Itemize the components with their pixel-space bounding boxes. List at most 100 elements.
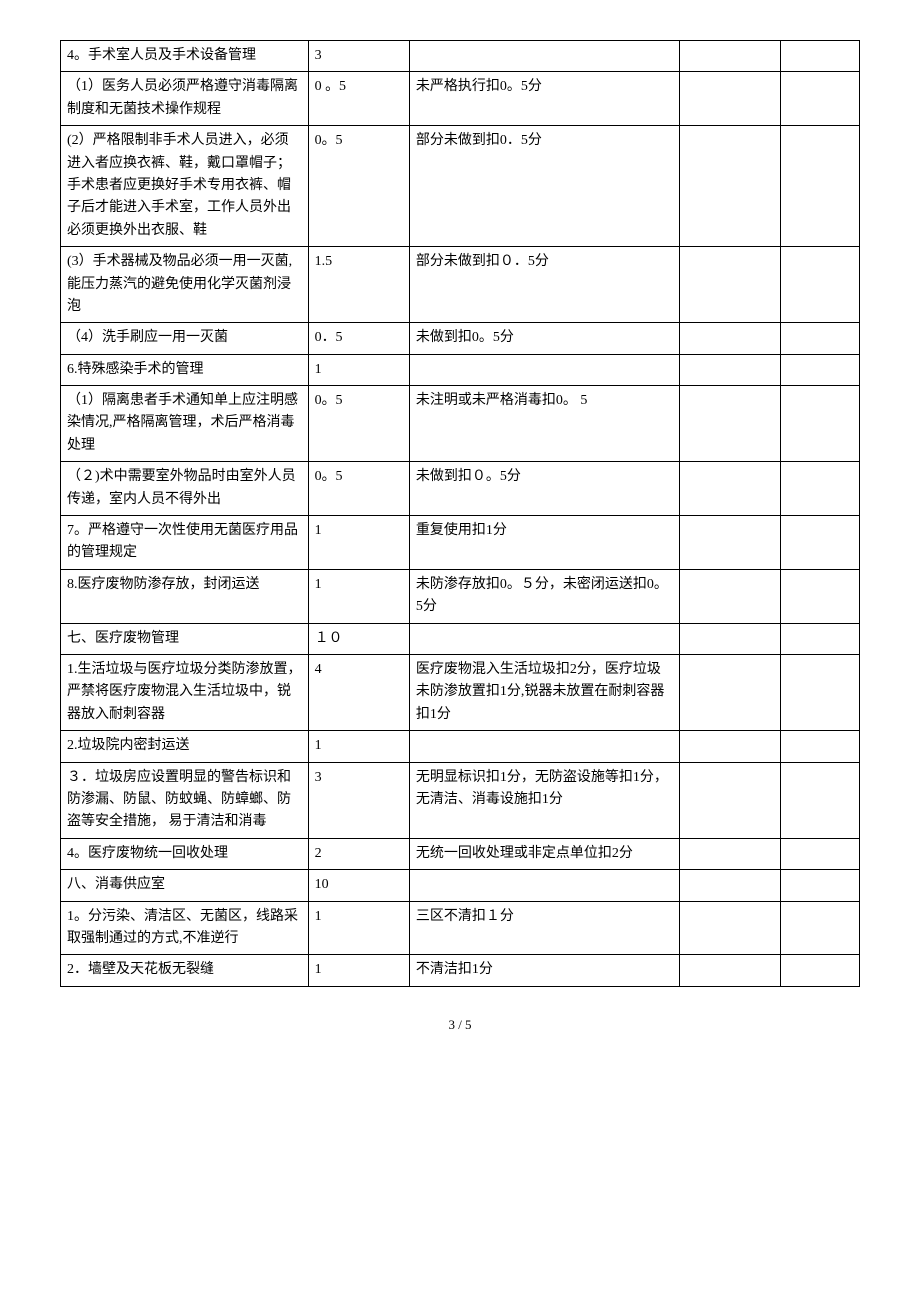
table-cell bbox=[679, 901, 780, 955]
table-cell: 部分未做到扣０．5分 bbox=[409, 247, 679, 323]
table-row: (3）手术器械及物品必须一用一灭菌,能压力蒸汽的避免使用化学灭菌剂浸泡1.5部分… bbox=[61, 247, 860, 323]
table-cell: （２)术中需要室外物品时由室外人员传递，室内人员不得外出 bbox=[61, 462, 309, 516]
table-cell bbox=[781, 247, 860, 323]
table-cell bbox=[679, 354, 780, 385]
table-cell: 2.垃圾院内密封运送 bbox=[61, 731, 309, 762]
table-cell bbox=[781, 955, 860, 986]
table-row: 7。严格遵守一次性使用无菌医疗用品的管理规定1重复使用扣1分 bbox=[61, 516, 860, 570]
table-cell: 不清洁扣1分 bbox=[409, 955, 679, 986]
table-cell bbox=[781, 72, 860, 126]
table-cell bbox=[781, 126, 860, 247]
table-cell: 1.生活垃圾与医疗垃圾分类防渗放置，严禁将医疗废物混入生活垃圾中，锐器放入耐刺容… bbox=[61, 654, 309, 730]
table-cell: 1。分污染、清洁区、无菌区，线路采取强制通过的方式,不准逆行 bbox=[61, 901, 309, 955]
table-cell: 2．墙壁及天花板无裂缝 bbox=[61, 955, 309, 986]
table-cell: （1）医务人员必须严格遵守消毒隔离制度和无菌技术操作规程 bbox=[61, 72, 309, 126]
table-cell: 10 bbox=[308, 870, 409, 901]
table-cell: 部分未做到扣0．5分 bbox=[409, 126, 679, 247]
table-cell: 医疗废物混入生活垃圾扣2分，医疗垃圾未防渗放置扣1分,锐器未放置在耐刺容器扣1分 bbox=[409, 654, 679, 730]
table-cell: (2）严格限制非手术人员进入，必须进入者应换衣裤、鞋，戴口罩帽子；手术患者应更换… bbox=[61, 126, 309, 247]
table-cell bbox=[679, 654, 780, 730]
table-row: ３．垃圾房应设置明显的警告标识和防渗漏、防鼠、防蚊蝇、防蟑螂、防盗等安全措施， … bbox=[61, 762, 860, 838]
table-cell: 七、医疗废物管理 bbox=[61, 623, 309, 654]
table-row: 2.垃圾院内密封运送1 bbox=[61, 731, 860, 762]
table-row: 4。手术室人员及手术设备管理3 bbox=[61, 41, 860, 72]
table-cell bbox=[679, 462, 780, 516]
table-cell: 未防渗存放扣0。５分，未密闭运送扣0。5分 bbox=[409, 569, 679, 623]
table-row: 1。分污染、清洁区、无菌区，线路采取强制通过的方式,不准逆行1三区不清扣１分 bbox=[61, 901, 860, 955]
table-cell bbox=[781, 838, 860, 869]
table-cell bbox=[781, 654, 860, 730]
table-cell bbox=[409, 870, 679, 901]
table-cell bbox=[781, 870, 860, 901]
table-cell: 八、消毒供应室 bbox=[61, 870, 309, 901]
table-cell: 未严格执行扣0。5分 bbox=[409, 72, 679, 126]
table-cell bbox=[781, 901, 860, 955]
table-cell: 未做到扣0。5分 bbox=[409, 323, 679, 354]
table-cell: (3）手术器械及物品必须一用一灭菌,能压力蒸汽的避免使用化学灭菌剂浸泡 bbox=[61, 247, 309, 323]
table-cell bbox=[679, 955, 780, 986]
table-cell bbox=[781, 323, 860, 354]
table-row: (2）严格限制非手术人员进入，必须进入者应换衣裤、鞋，戴口罩帽子；手术患者应更换… bbox=[61, 126, 860, 247]
table-cell: 1 bbox=[308, 731, 409, 762]
table-row: （4）洗手刷应一用一灭菌0．5未做到扣0。5分 bbox=[61, 323, 860, 354]
table-cell: 未做到扣０。5分 bbox=[409, 462, 679, 516]
table-row: （1）隔离患者手术通知单上应注明感染情况,严格隔离管理，术后严格消毒处理0。5未… bbox=[61, 386, 860, 462]
table-cell: １０ bbox=[308, 623, 409, 654]
table-cell bbox=[679, 323, 780, 354]
table-cell: 三区不清扣１分 bbox=[409, 901, 679, 955]
table-cell bbox=[679, 386, 780, 462]
table-row: 八、消毒供应室10 bbox=[61, 870, 860, 901]
table-cell bbox=[679, 569, 780, 623]
table-row: （２)术中需要室外物品时由室外人员传递，室内人员不得外出0。5未做到扣０。5分 bbox=[61, 462, 860, 516]
table-cell bbox=[679, 516, 780, 570]
table-cell: （4）洗手刷应一用一灭菌 bbox=[61, 323, 309, 354]
table-cell: 重复使用扣1分 bbox=[409, 516, 679, 570]
table-cell bbox=[781, 731, 860, 762]
table-cell: 0。5 bbox=[308, 386, 409, 462]
table-cell bbox=[679, 41, 780, 72]
table-cell: 6.特殊感染手术的管理 bbox=[61, 354, 309, 385]
table-cell: 1.5 bbox=[308, 247, 409, 323]
table-cell: 7。严格遵守一次性使用无菌医疗用品的管理规定 bbox=[61, 516, 309, 570]
table-cell bbox=[679, 126, 780, 247]
table-cell: 1 bbox=[308, 569, 409, 623]
table-cell: 1 bbox=[308, 901, 409, 955]
table-cell: （1）隔离患者手术通知单上应注明感染情况,严格隔离管理，术后严格消毒处理 bbox=[61, 386, 309, 462]
table-cell: 4。手术室人员及手术设备管理 bbox=[61, 41, 309, 72]
table-cell: 4。医疗废物统一回收处理 bbox=[61, 838, 309, 869]
table-row: 七、医疗废物管理１０ bbox=[61, 623, 860, 654]
table-cell bbox=[781, 354, 860, 385]
table-cell: 8.医疗废物防渗存放，封闭运送 bbox=[61, 569, 309, 623]
table-cell bbox=[409, 623, 679, 654]
table-row: 8.医疗废物防渗存放，封闭运送1未防渗存放扣0。５分，未密闭运送扣0。5分 bbox=[61, 569, 860, 623]
table-cell: 1 bbox=[308, 516, 409, 570]
table-cell bbox=[409, 354, 679, 385]
table-cell: 2 bbox=[308, 838, 409, 869]
table-cell bbox=[781, 462, 860, 516]
table-cell bbox=[781, 762, 860, 838]
table-cell: 1 bbox=[308, 354, 409, 385]
table-cell bbox=[409, 41, 679, 72]
table-row: 6.特殊感染手术的管理1 bbox=[61, 354, 860, 385]
table-cell: 0。5 bbox=[308, 126, 409, 247]
table-cell bbox=[679, 731, 780, 762]
table-cell bbox=[409, 731, 679, 762]
table-cell: 0．5 bbox=[308, 323, 409, 354]
table-cell: 4 bbox=[308, 654, 409, 730]
table-cell: 无明显标识扣1分，无防盗设施等扣1分，无清洁、消毒设施扣1分 bbox=[409, 762, 679, 838]
table-cell: 0。5 bbox=[308, 462, 409, 516]
table-cell: 3 bbox=[308, 41, 409, 72]
table-cell: 无统一回收处理或非定点单位扣2分 bbox=[409, 838, 679, 869]
table-cell bbox=[679, 72, 780, 126]
table-cell: 0 。5 bbox=[308, 72, 409, 126]
table-row: 1.生活垃圾与医疗垃圾分类防渗放置，严禁将医疗废物混入生活垃圾中，锐器放入耐刺容… bbox=[61, 654, 860, 730]
table-cell bbox=[679, 870, 780, 901]
table-cell bbox=[679, 762, 780, 838]
page-footer: 3 / 5 bbox=[60, 1017, 860, 1033]
table-row: （1）医务人员必须严格遵守消毒隔离制度和无菌技术操作规程0 。5未严格执行扣0。… bbox=[61, 72, 860, 126]
table-cell bbox=[781, 569, 860, 623]
table-row: 4。医疗废物统一回收处理2无统一回收处理或非定点单位扣2分 bbox=[61, 838, 860, 869]
table-cell bbox=[781, 516, 860, 570]
table-cell: 1 bbox=[308, 955, 409, 986]
table-cell bbox=[781, 623, 860, 654]
